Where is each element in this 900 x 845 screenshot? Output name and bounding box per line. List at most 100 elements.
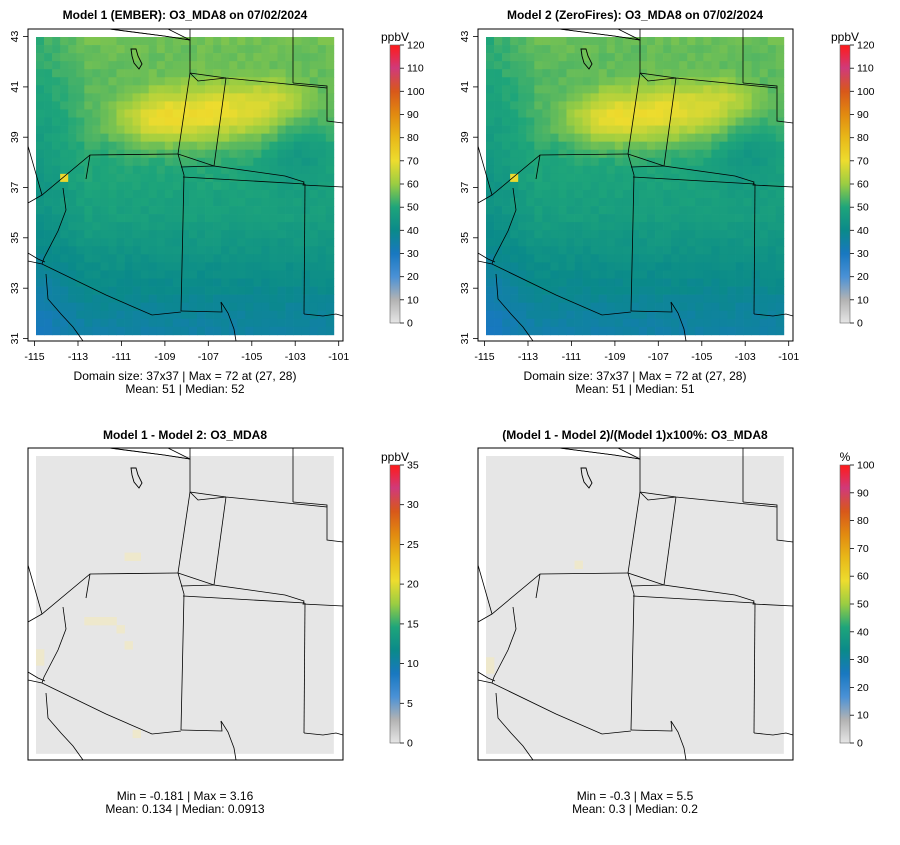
heat-cell — [309, 238, 319, 247]
heat-cell — [261, 198, 270, 207]
heat-cell — [84, 133, 93, 142]
heat-cell — [711, 109, 720, 118]
heat-cell — [164, 302, 174, 312]
heat-cell — [638, 302, 648, 312]
heat-cell — [52, 294, 61, 303]
heat-cell — [76, 230, 85, 239]
heat-cell — [132, 206, 141, 215]
heat-cell — [156, 198, 166, 207]
heat-cell — [84, 45, 93, 54]
heat-cell — [261, 45, 270, 54]
heat-cell — [622, 85, 632, 94]
heat-cell — [229, 165, 238, 175]
heat-cell — [775, 69, 785, 78]
heat-cell — [703, 318, 712, 328]
x-axis: -115 -113 -111 -109 -107 -105 -103 -101 — [24, 341, 349, 363]
heat-cell — [606, 270, 616, 279]
heat-cell — [630, 278, 640, 287]
heat-cell — [743, 157, 752, 167]
heat-cell — [229, 214, 238, 223]
heat-cell — [124, 109, 133, 118]
heat-cell — [647, 93, 656, 102]
heat-cell — [293, 77, 302, 86]
heat-cell — [317, 101, 327, 110]
heat-cell — [44, 125, 53, 134]
heat-cell — [759, 69, 769, 78]
heat-cell — [695, 117, 704, 126]
heat-cell — [574, 77, 583, 86]
heat-cell — [188, 286, 198, 295]
heat-cell — [229, 189, 238, 199]
heat-cell — [261, 173, 270, 183]
heat-cell — [132, 165, 141, 175]
heat-cell — [188, 246, 198, 255]
heat-cell — [751, 165, 761, 175]
heat-cell — [261, 270, 270, 279]
heat-cell — [502, 206, 511, 215]
heat-cell — [92, 101, 101, 110]
heat-cell — [687, 270, 696, 279]
heat-cell — [767, 278, 777, 287]
heat-cell — [44, 270, 53, 279]
heat-cell — [309, 165, 319, 175]
heat-cell — [172, 310, 182, 320]
heat-cell — [269, 109, 278, 118]
heat-cell — [188, 77, 198, 86]
state-boundary — [85, 573, 91, 599]
heat-cell — [269, 125, 278, 134]
heat-cell — [269, 278, 278, 287]
heat-cell — [172, 45, 182, 54]
heat-cell — [494, 93, 503, 102]
heat-cell — [550, 189, 559, 199]
heat-cell — [703, 246, 712, 255]
heat-cell — [116, 93, 125, 102]
heat-cell — [293, 286, 302, 295]
heatmap — [486, 456, 784, 754]
heat-cell — [510, 61, 519, 70]
heat-cell — [606, 286, 616, 295]
heat-cell — [261, 77, 270, 86]
heat-cell — [237, 238, 246, 247]
heat-cell — [550, 286, 559, 295]
heat-cell — [221, 270, 230, 279]
heat-cell — [751, 238, 761, 247]
heat-cell — [108, 246, 117, 255]
heat-cell — [325, 165, 335, 175]
state-boundary — [27, 260, 182, 316]
heat-cell — [205, 165, 214, 175]
heat-cell — [526, 117, 535, 126]
heat-cell — [743, 270, 752, 279]
heat-cell — [253, 173, 262, 183]
heat-cell — [695, 125, 704, 134]
heat-cell — [277, 93, 286, 102]
heat-cell — [68, 206, 77, 215]
x-tick-label: -109 — [154, 351, 175, 363]
panel-model2: Model 2 (ZeroFires): O3_MDA8 on 07/02/20… — [459, 8, 875, 396]
heat-cell — [703, 286, 712, 295]
heat-cell — [172, 133, 182, 142]
colorbar-tick-label: 0 — [407, 318, 413, 330]
heat-cell — [743, 53, 752, 62]
heat-cell — [68, 189, 77, 199]
x-tick-label: -103 — [735, 351, 756, 363]
heat-cell — [317, 53, 327, 62]
heat-cell — [36, 222, 45, 231]
heat-cell — [687, 326, 696, 336]
heat-cell — [751, 173, 761, 183]
heat-cell — [205, 286, 214, 295]
heat-cell — [719, 173, 728, 183]
heat-cell — [542, 93, 551, 102]
plot-frame — [477, 447, 794, 761]
x-tick-label: -103 — [285, 351, 306, 363]
heat-cell — [213, 109, 222, 118]
heat-cell — [164, 214, 174, 223]
heat-cell — [277, 198, 286, 207]
heat-cell — [767, 270, 777, 279]
heat-cell — [197, 109, 206, 118]
heat-cell — [486, 222, 495, 231]
heat-cell — [719, 189, 728, 199]
heat-cell — [68, 125, 77, 134]
heat-cell — [261, 101, 270, 110]
heat-cell — [301, 117, 311, 126]
